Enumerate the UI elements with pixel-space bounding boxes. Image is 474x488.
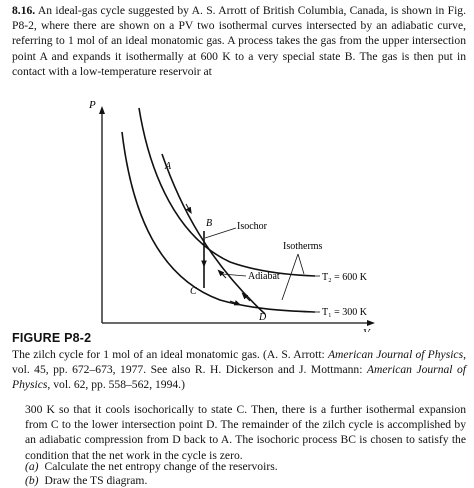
- point-c-label: C: [190, 286, 197, 297]
- problem-continuation: 300 K so that it cools isochorically to …: [25, 403, 466, 462]
- isotherms-leader-1: [281, 253, 299, 301]
- caption-part-3: , vol. 62, pp. 558–562, 1994.): [47, 378, 185, 392]
- v-axis-label: V: [363, 327, 371, 332]
- figure-label: FIGURE P8-2: [12, 331, 92, 345]
- question-b: (b) Draw the TS diagram.: [25, 473, 147, 488]
- arrow-d-to-a-lower: [241, 292, 251, 302]
- isotherms-leader-2: [297, 253, 305, 275]
- question-a-text: Calculate the net entropy change of the …: [44, 460, 278, 473]
- adiabat-curve: [161, 153, 266, 315]
- arrow-a-to-b: [185, 203, 192, 215]
- v-axis-arrow: [367, 320, 375, 326]
- caption-journal-2: American Journal of Physics: [12, 363, 466, 392]
- problem-text: An ideal-gas cycle suggested by A. S. Ar…: [12, 4, 466, 78]
- isochor-leader: [204, 227, 237, 239]
- isotherm-300k: [121, 131, 316, 313]
- point-d-label: D: [258, 312, 267, 323]
- pv-diagram: P V A B C D Isochor Isotherms Adiabat T₂…: [88, 99, 375, 332]
- point-a-label: A: [164, 161, 172, 172]
- isotherm-600k: [138, 107, 316, 277]
- problem-number: 8.16.: [12, 4, 36, 17]
- caption-part-1: The zilch cycle for 1 mol of an ideal mo…: [12, 348, 328, 361]
- isochor-label: Isochor: [237, 221, 268, 232]
- t1-label: T₁ = 300 K: [322, 307, 368, 318]
- isotherms-label: Isotherms: [283, 241, 323, 252]
- figure-caption: The zilch cycle for 1 mol of an ideal mo…: [12, 347, 466, 393]
- p-axis-label: P: [88, 99, 96, 111]
- t2-label: T₂ = 600 K: [322, 272, 368, 283]
- adiabat-label: Adiabat: [248, 271, 280, 282]
- arrow-d-to-a-upper: [217, 269, 227, 279]
- caption-journal-1: American Journal of Physics: [327, 348, 464, 361]
- question-b-label: (b): [25, 474, 39, 487]
- question-a-label: (a): [25, 460, 39, 473]
- question-b-text: Draw the TS diagram.: [44, 474, 148, 487]
- problem-statement: 8.16. An ideal-gas cycle suggested by A.…: [12, 3, 466, 79]
- adiabat-leader: [221, 273, 247, 277]
- point-b-label: B: [206, 218, 212, 229]
- question-a: (a) Calculate the net entropy change of t…: [25, 459, 278, 474]
- caption-part-2: , vol. 45, pp. 672–673, 1977. See also R…: [12, 348, 466, 377]
- p-axis-arrow: [99, 106, 105, 114]
- arrow-c-to-d: [229, 300, 242, 306]
